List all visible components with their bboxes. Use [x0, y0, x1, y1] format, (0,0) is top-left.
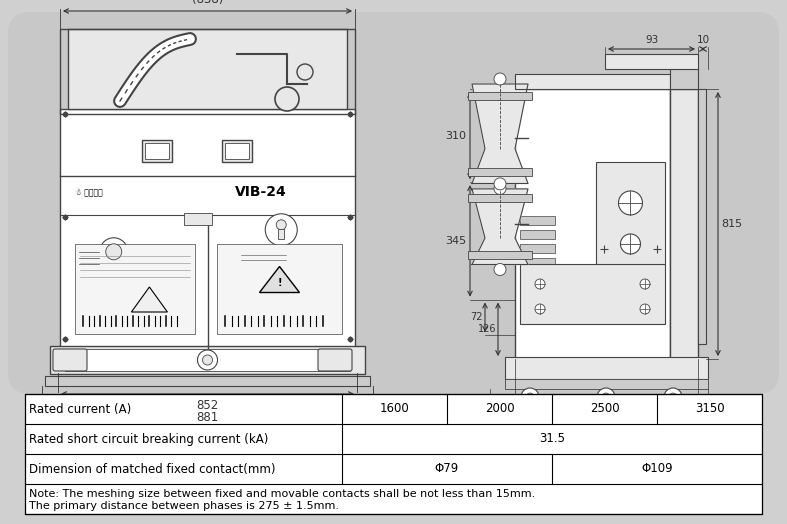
Circle shape: [494, 182, 506, 194]
Text: !: !: [277, 278, 282, 288]
Bar: [505, 379, 708, 389]
Bar: [670, 89, 698, 359]
Circle shape: [275, 87, 299, 111]
Text: 126: 126: [478, 324, 496, 334]
Bar: [25, 394, 762, 514]
Text: Φ109: Φ109: [641, 463, 673, 475]
Bar: [520, 272, 555, 281]
Circle shape: [265, 214, 297, 246]
Text: 852: 852: [197, 399, 219, 412]
Polygon shape: [260, 267, 300, 292]
Circle shape: [202, 355, 212, 365]
Text: 881: 881: [197, 411, 219, 424]
Circle shape: [521, 388, 539, 406]
Circle shape: [494, 178, 506, 190]
Polygon shape: [472, 84, 528, 183]
Bar: [45, 376, 370, 386]
Text: (838): (838): [192, 0, 224, 6]
FancyBboxPatch shape: [8, 12, 779, 394]
Text: 310: 310: [445, 130, 466, 140]
Bar: [279, 229, 284, 239]
Bar: [670, 69, 698, 89]
Circle shape: [597, 388, 615, 406]
Circle shape: [664, 388, 682, 406]
Text: Φ79: Φ79: [434, 463, 459, 475]
Circle shape: [640, 279, 650, 289]
Text: 2000: 2000: [485, 402, 514, 416]
Bar: [60, 109, 355, 349]
Text: 737: 737: [589, 419, 610, 429]
Bar: [520, 216, 555, 225]
Bar: [217, 244, 342, 334]
Bar: [468, 194, 532, 202]
Text: 458: 458: [596, 406, 617, 416]
Bar: [68, 29, 347, 109]
Text: ☃ 北熊电器: ☃ 北熊电器: [75, 188, 103, 197]
Bar: [520, 258, 555, 267]
Bar: [596, 162, 665, 265]
Text: Dimension of matched fixed contact(mm): Dimension of matched fixed contact(mm): [29, 463, 275, 475]
Bar: [468, 168, 532, 176]
Polygon shape: [131, 287, 168, 312]
Text: 815: 815: [721, 219, 742, 229]
Bar: [698, 89, 706, 344]
FancyBboxPatch shape: [53, 349, 87, 371]
Bar: [520, 300, 555, 309]
Bar: [515, 74, 670, 89]
Bar: [60, 29, 355, 114]
Circle shape: [535, 304, 545, 314]
Circle shape: [640, 304, 650, 314]
Circle shape: [105, 244, 122, 260]
Text: 10: 10: [696, 35, 710, 45]
Text: 31.5: 31.5: [539, 432, 565, 445]
FancyBboxPatch shape: [318, 349, 352, 371]
Bar: [468, 252, 532, 259]
Bar: [515, 89, 670, 359]
Circle shape: [198, 350, 217, 370]
Bar: [50, 346, 365, 374]
Bar: [75, 244, 195, 334]
Bar: [505, 357, 708, 379]
Bar: [605, 54, 698, 69]
Circle shape: [100, 238, 127, 266]
Circle shape: [302, 266, 320, 284]
Bar: [225, 143, 249, 159]
Text: The primary distance between phases is 275 ± 1.5mm.: The primary distance between phases is 2…: [29, 501, 339, 511]
Circle shape: [602, 393, 610, 401]
Text: 3150: 3150: [695, 402, 724, 416]
Circle shape: [494, 73, 506, 85]
Bar: [520, 286, 555, 295]
Bar: [520, 264, 665, 324]
Bar: [146, 143, 169, 159]
Text: 1600: 1600: [379, 402, 409, 416]
Circle shape: [526, 393, 534, 401]
Circle shape: [619, 191, 642, 215]
Text: Rated short circuit breaking current (kA): Rated short circuit breaking current (kA…: [29, 432, 268, 445]
Bar: [520, 230, 555, 239]
Circle shape: [276, 220, 286, 230]
Text: VIB-24: VIB-24: [235, 185, 286, 200]
Circle shape: [535, 279, 545, 289]
Bar: [222, 140, 252, 162]
Text: 345: 345: [445, 236, 466, 246]
Polygon shape: [472, 189, 528, 265]
Bar: [65, 349, 350, 371]
Text: Note: The meshing size between fixed and movable contacts shall be not less than: Note: The meshing size between fixed and…: [29, 489, 535, 499]
Text: 93: 93: [645, 35, 658, 45]
Circle shape: [297, 64, 313, 80]
Circle shape: [494, 264, 506, 276]
Text: 72: 72: [471, 312, 483, 322]
Circle shape: [669, 393, 677, 401]
Bar: [520, 244, 555, 253]
Bar: [468, 92, 532, 100]
Text: 2500: 2500: [589, 402, 619, 416]
Bar: [142, 140, 172, 162]
Circle shape: [620, 234, 641, 254]
Bar: [184, 213, 212, 225]
Text: Rated current (A): Rated current (A): [29, 402, 131, 416]
